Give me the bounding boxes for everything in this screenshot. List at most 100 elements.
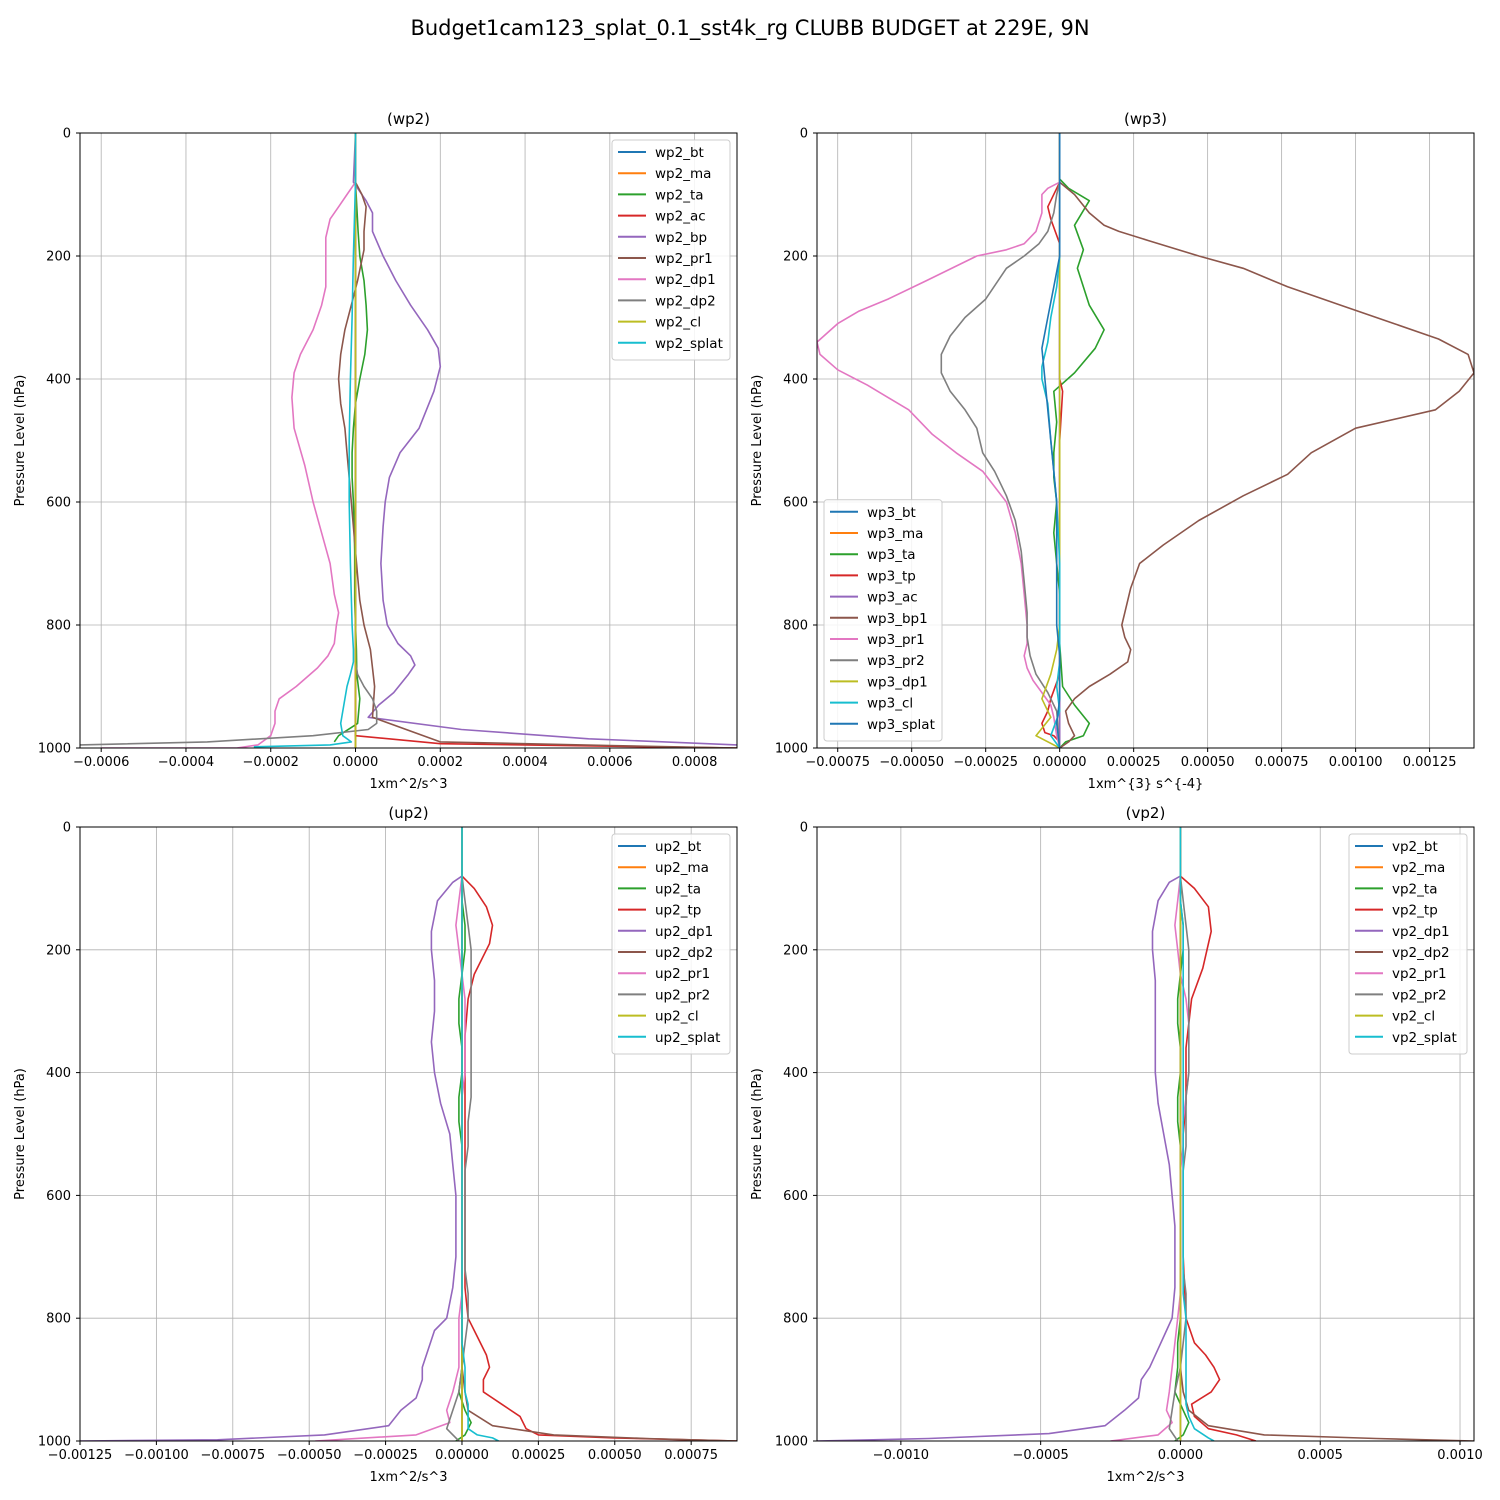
y-tick-label: 0	[800, 127, 808, 142]
series-line-vp2_splat	[1179, 827, 1215, 1441]
legend-label: wp2_bp	[655, 230, 707, 246]
series-line-wp2_ta	[333, 133, 369, 743]
y-axis-label: Pressure Level (hPa)	[13, 1068, 28, 1200]
x-axis-label: 1xm^2/s^3	[369, 1470, 447, 1485]
x-tick-label: 0.0004	[502, 755, 548, 770]
x-tick-label: −0.00100	[124, 1448, 189, 1463]
y-tick-label: 600	[783, 1189, 808, 1204]
chart-title: (wp2)	[387, 110, 430, 128]
y-tick-label: 400	[783, 373, 808, 388]
x-tick-label: 0.00050	[1181, 755, 1235, 770]
legend-label: up2_tp	[655, 903, 701, 919]
y-tick-label: 800	[46, 619, 71, 634]
series-group	[817, 133, 1474, 748]
legend-label: vp2_splat	[1392, 1030, 1457, 1046]
legend-label: wp3_bp1	[867, 611, 928, 627]
legend-label: wp3_bt	[867, 505, 916, 521]
legend-label: wp2_ma	[655, 166, 711, 182]
legend: wp3_bt wp3_ma wp3_ta wp3_tp wp3_ac wp3_bp1 wp3…	[823, 499, 943, 742]
y-axis-label: Pressure Level (hPa)	[13, 375, 28, 507]
legend-label: wp3_pr1	[867, 632, 925, 648]
axes-frame	[816, 826, 1475, 1442]
y-tick-label: 400	[46, 373, 71, 388]
chart-panel-3: −0.00125 −0.00100 −0.00075 −0.00050 −0.00025…	[13, 804, 738, 1485]
legend-label: wp3_tp	[867, 568, 916, 584]
series-line-wp2_splat	[253, 133, 357, 748]
series-group	[80, 827, 737, 1441]
legend-label: vp2_dp2	[1392, 945, 1450, 961]
x-axis-label: 1xm^{3} s^{-4}	[1088, 777, 1204, 792]
legend-label: up2_dp2	[655, 945, 713, 961]
x-tick-label: 0.0000	[333, 755, 379, 770]
x-tick-label: −0.00075	[200, 1448, 265, 1463]
legend-label: wp2_bt	[655, 145, 704, 161]
chart-panel-2: −0.00075 −0.00050 −0.00025 0.00000 0.00025 0.…	[750, 110, 1475, 792]
series-line-wp3_pr2	[940, 133, 1061, 748]
x-tick-label: −0.0010	[873, 1448, 929, 1463]
series-line-vp2_dp1	[817, 827, 1182, 1441]
x-tick-label: 0.0006	[587, 755, 633, 770]
x-tick-label: −0.00050	[277, 1448, 342, 1463]
x-tick-label: 0.00050	[588, 1448, 642, 1463]
legend-label: wp2_dp1	[655, 272, 716, 288]
x-tick-label: 0.00075	[1255, 755, 1309, 770]
legend-label: up2_ma	[655, 860, 709, 876]
legend-label: wp2_pr1	[655, 251, 713, 267]
y-axis-label: Pressure Level (hPa)	[750, 375, 765, 507]
y-tick-label: 800	[783, 619, 808, 634]
x-tick-label: −0.0005	[1012, 1448, 1068, 1463]
series-line-wp3_bp1	[1058, 133, 1474, 748]
x-tick-label: −0.00075	[805, 755, 870, 770]
x-tick-label: 0.00000	[435, 1448, 489, 1463]
series-line-up2_dp1	[80, 827, 463, 1441]
y-tick-label: 200	[783, 250, 808, 265]
series-line-wp3_pr1	[817, 133, 1061, 748]
legend-label: vp2_ma	[1392, 860, 1445, 876]
chart-panel-1: −0.0006 −0.0004 −0.0002 0.0000 0.0002 0.0004 0…	[13, 110, 738, 792]
legend: vp2_bt vp2_ma vp2_ta vp2_tp vp2_dp1 vp2_dp2vp…	[1348, 833, 1468, 1055]
figure-title: Budget1cam123_splat_0.1_sst4k_rg CLUBB B…	[410, 16, 1090, 40]
y-tick-label: 600	[46, 1189, 71, 1204]
series-line-wp2_pr1	[337, 133, 737, 748]
x-tick-label: 0.0008	[672, 755, 718, 770]
legend-label: vp2_pr1	[1392, 966, 1447, 982]
legend-label: up2_pr1	[655, 966, 710, 982]
x-tick-label: −0.00025	[353, 1448, 418, 1463]
chart-panel-4: −0.0010 −0.0005 0.0000 0.0005 0.0010 0 200 400 6…	[750, 804, 1483, 1485]
x-tick-label: −0.00025	[953, 755, 1018, 770]
legend-label: wp2_cl	[655, 315, 701, 331]
legend-label: wp3_splat	[867, 717, 935, 733]
x-tick-label: 0.00025	[1107, 755, 1161, 770]
axes-frame	[816, 132, 1475, 749]
series-line-wp3_dp1	[1035, 133, 1061, 748]
x-tick-label: 0.00100	[1329, 755, 1383, 770]
legend-label: wp2_ta	[655, 187, 704, 203]
series-line-wp2_dp1	[101, 133, 357, 748]
y-tick-label: 0	[800, 821, 808, 836]
x-tick-label: 0.00025	[511, 1448, 565, 1463]
y-tick-label: 800	[783, 1312, 808, 1327]
x-tick-label: −0.00050	[879, 755, 944, 770]
y-tick-label: 0	[63, 821, 71, 836]
legend-label: vp2_pr2	[1392, 987, 1447, 1003]
series-line-vp2_tp	[1179, 827, 1257, 1441]
legend-label: wp3_pr2	[867, 653, 925, 669]
series-line-wp2_dp2	[80, 133, 378, 746]
legend-label: wp3_ma	[867, 526, 923, 542]
series-line-up2_pr1	[315, 827, 466, 1441]
legend-label: wp2_splat	[655, 336, 723, 352]
legend-label: vp2_ta	[1392, 881, 1437, 897]
series-line-wp3_ta	[1053, 133, 1105, 748]
legend-label: wp3_cl	[867, 696, 913, 712]
legend-label: vp2_tp	[1392, 903, 1438, 919]
legend-label: vp2_dp1	[1392, 924, 1450, 940]
x-tick-label: −0.0002	[243, 755, 299, 770]
legend-label: up2_pr2	[655, 987, 710, 1003]
legend-label: wp3_ac	[867, 590, 918, 606]
x-tick-label: 0.0002	[418, 755, 464, 770]
legend-label: up2_ta	[655, 881, 701, 897]
series-group	[817, 827, 1474, 1441]
x-axis-label: 1xm^2/s^3	[1106, 1470, 1184, 1485]
x-tick-label: 0.0010	[1437, 1448, 1483, 1463]
